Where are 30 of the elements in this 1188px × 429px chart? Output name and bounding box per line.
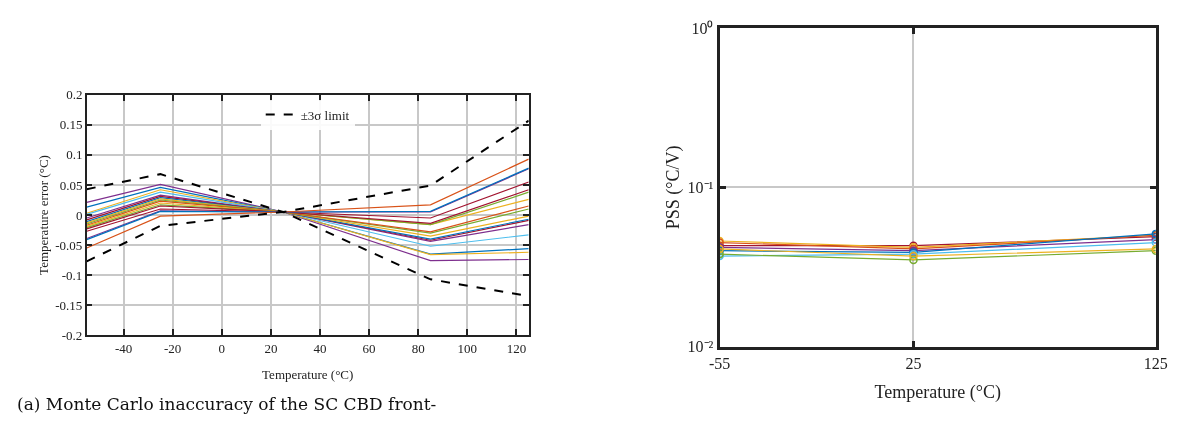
x-tick-label: 40 [313, 340, 327, 356]
x-tick-label: 25 [905, 354, 922, 372]
y-tick-label: -0.05 [55, 237, 83, 253]
y-tick-label: 0 [75, 207, 83, 223]
text: (a) Monte Carlo inaccuracy of the SC CBD front- [17, 394, 437, 414]
y-tick-label: 0.1 [66, 147, 83, 163]
y-tick-label: 0.05 [59, 177, 83, 193]
y-tick-label: -0.1 [61, 267, 83, 283]
x-tick-label: 100 [457, 340, 478, 356]
y-tick-label: -0.2 [61, 327, 83, 343]
x-tick-label: -55 [708, 354, 731, 372]
x-tick-label: 60 [362, 340, 376, 356]
x-tick-label: 80 [411, 340, 425, 356]
x-tick-label: -40 [114, 340, 133, 356]
y-tick-label: 0.15 [59, 117, 83, 133]
y-axis-title: PSS (°C/V) [662, 145, 684, 230]
y-tick-label: 10⁻¹ [687, 178, 714, 196]
x-axis-title: Temperature (°C) [262, 366, 354, 382]
x-tick-label: 125 [1143, 354, 1168, 372]
y-axis-title: Temperature error (°C) [35, 155, 51, 275]
legend-label: ±3σ limit [300, 107, 350, 123]
x-tick-label: 120 [506, 340, 527, 356]
x-tick-label: 20 [264, 340, 278, 356]
y-tick-label: 10⁻² [687, 338, 714, 356]
y-tick-label: 0.2 [66, 87, 83, 103]
x-tick-label: 0 [218, 340, 226, 356]
x-tick-label: -20 [164, 340, 182, 356]
y-tick-label: -0.15 [55, 297, 83, 313]
y-tick-label: 10⁰ [691, 19, 714, 37]
x-axis-title: Temperature (°C) [874, 381, 1001, 403]
